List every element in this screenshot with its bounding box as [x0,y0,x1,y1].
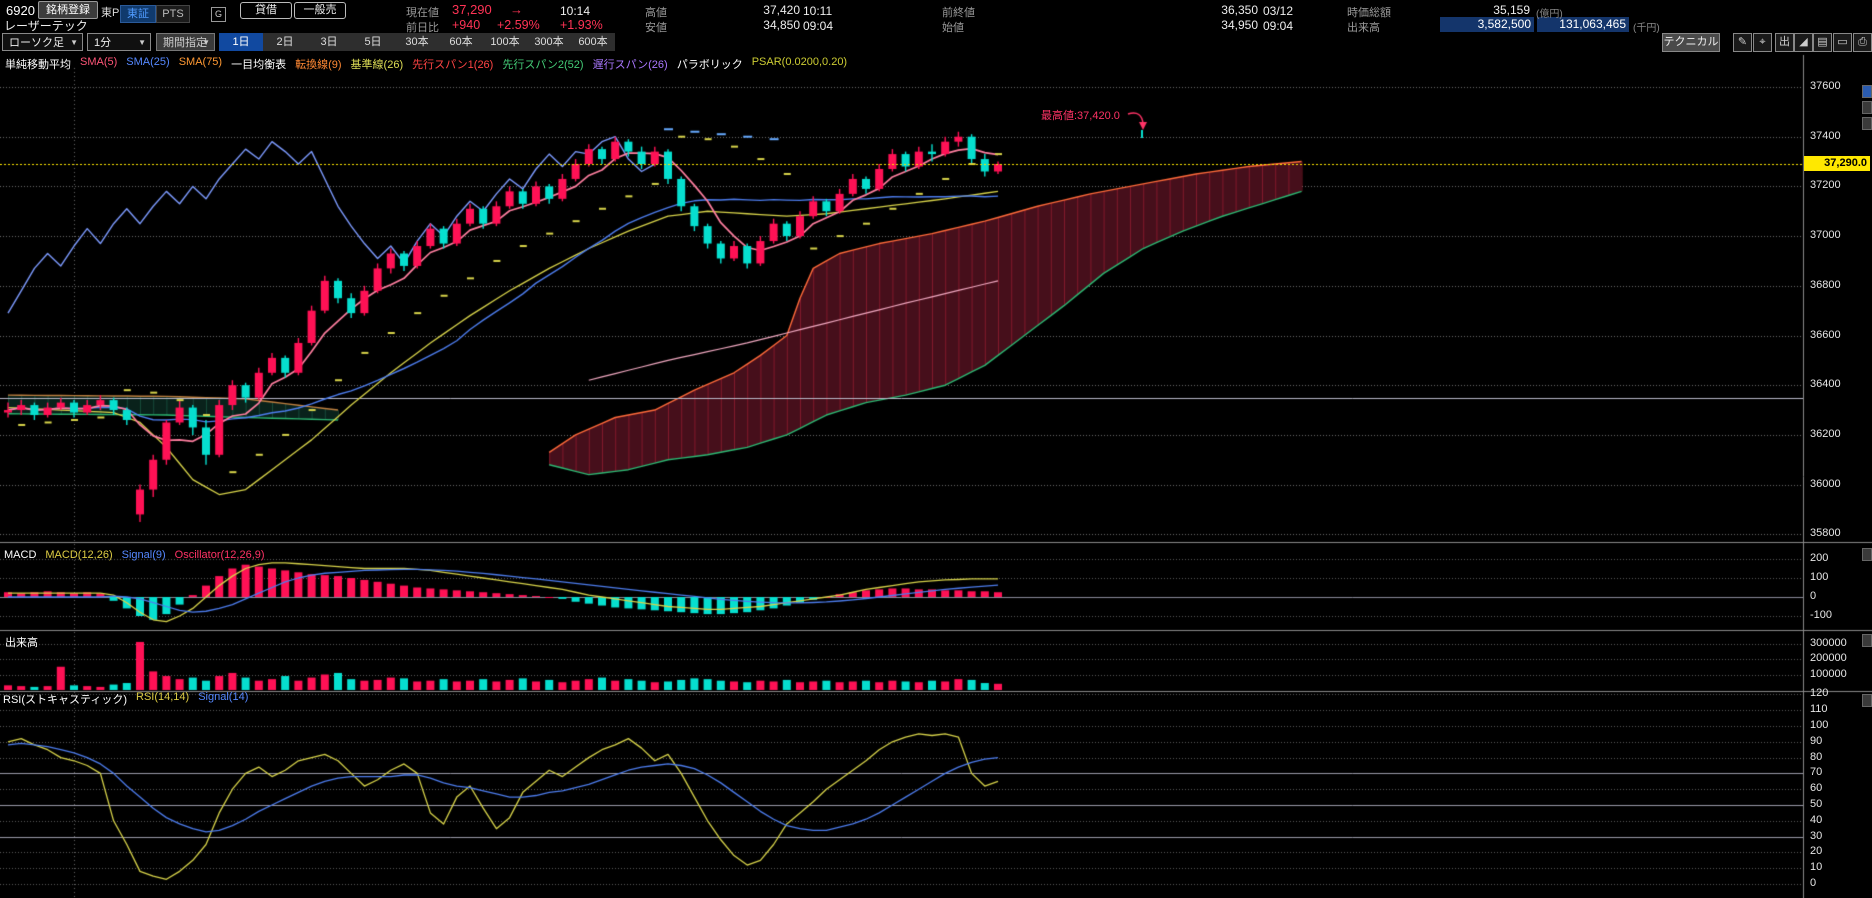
axis-label: 37600 [1810,80,1841,92]
market-cap-value: 35,159 [1493,3,1530,17]
stock-code: 6920 [6,3,35,18]
legend-item: MACD(12,26) [45,549,113,561]
change-percent: +2.59% [497,18,540,32]
volume-panel-label: 出来高 [5,637,38,649]
current-price-value: 37,290 [452,2,492,17]
legend-item: 先行スパン2(52) [502,59,584,71]
axis-label: 36600 [1810,328,1841,341]
legend-item: SMA(25) [126,56,170,68]
legend-item: RSI(ストキャスティック) [3,694,128,706]
indicator-legend: 単純移動平均 SMA(5) SMA(25) SMA(75) 一目均衡表 転換線(9) 基準線… [5,56,847,72]
legend-item: Signal(14) [198,691,249,703]
tab-tse[interactable]: 東証 [120,5,156,23]
current-price-tag: 37,290.0 [1804,156,1870,171]
macd-legend: MACD MACD(12,26) Signal(9) Oscillator(12,26… [4,549,265,561]
legend-item: SMA(75) [178,56,223,68]
price-direction-arrow-icon: → [510,2,523,17]
loan-button[interactable]: 貸借 [240,2,292,19]
axis-label: 36000 [1810,477,1841,490]
axis-label: 10 [1810,861,1823,874]
company-name: レーザーテック [4,19,88,33]
legend-item: 転換線(9) [295,59,342,71]
general-sell-button[interactable]: 一般売 [294,2,346,19]
legend-item: 単純移動平均 [5,59,71,71]
scroll-button[interactable] [1862,101,1872,114]
current-price-label: 現在値 [406,7,439,19]
axis-label: 70 [1810,766,1823,779]
axis-label: 100000 [1810,667,1847,680]
g-badge: G [211,7,226,22]
register-button[interactable]: 銘柄登録 [38,1,98,19]
legend-item: MACD [4,549,37,561]
session-high-annotation: 最高値:37,420.0 [1041,110,1120,122]
market-cap-label: 時価総額 [1347,7,1391,19]
axis-label: 37000 [1810,229,1841,242]
axis-label: 100 [1810,719,1829,731]
legend-item: SMA(5) [80,56,118,68]
current-price-time: 10:14 [560,4,591,18]
legend-item: Signal(9) [121,549,166,561]
axis-label: 20 [1810,845,1823,858]
axis-label: 0 [1810,877,1817,889]
axis-label: 36200 [1810,427,1841,440]
legend-item: PSAR(0.0200,0.20) [751,56,848,68]
prev-close-label: 前終値 [942,7,975,19]
market-cap-unit: (億円) [1536,9,1563,20]
axis-label: 300000 [1810,636,1847,649]
change-label: 前日比 [406,22,439,34]
volume-label: 出来高 [1347,22,1380,34]
axis-label: 60 [1810,782,1823,795]
legend-item: Oscillator(12,26,9) [174,549,265,561]
scroll-button[interactable] [1862,634,1872,647]
legend-item: 先行スパン1(26) [412,59,494,71]
axis-label: 37400 [1810,129,1841,142]
axis-label: 100 [1810,571,1829,583]
legend-item: パラボリック [676,59,743,71]
axis-label: 200 [1810,552,1829,564]
prev-close-date: 03/12 [1263,4,1294,18]
legend-item: 遅行スパン(26) [592,59,668,71]
scroll-button[interactable] [1862,694,1872,707]
legend-item: RSI(14,14) [136,691,190,703]
axis-label: -100 [1810,609,1833,621]
axis-label: 80 [1810,750,1823,763]
axis-label: 200000 [1810,652,1847,664]
technical-button[interactable]: テクニカル [1662,33,1720,52]
axis-label: 90 [1810,734,1823,747]
high-label: 高値 [645,7,667,19]
axis-label: 0 [1810,590,1817,602]
market-badge: 東P [101,7,120,19]
axis-label: 35800 [1810,527,1841,540]
tab-pts[interactable]: PTS [156,5,190,23]
high-time: 10:11 [803,4,833,18]
change-value: +940 [452,18,481,32]
scroll-button[interactable] [1862,85,1872,98]
axis-label: 120 [1810,687,1829,700]
change-percent-vwap: +1.93% [560,18,603,32]
open-time: 09:04 [1263,19,1294,33]
axis-label: 110 [1810,703,1828,716]
axis-label: 40 [1810,813,1823,826]
low-time: 09:04 [803,19,834,33]
axis-label: 50 [1810,798,1823,810]
axis-label: 36800 [1810,278,1841,291]
low-label: 安値 [645,22,667,34]
rsi-legend: RSI(ストキャスティック) RSI(14,14) Signal(14) [3,691,248,707]
open-label: 始値 [942,22,964,34]
scroll-button[interactable] [1862,548,1872,561]
high-value: 37,420 [763,3,800,17]
axis-label: 36400 [1810,378,1841,391]
legend-item: 一目均衡表 [231,59,287,71]
legend-item: 基準線(26) [350,59,404,71]
prev-close-value: 36,350 [1221,3,1258,17]
turnover-unit: (千円) [1633,23,1660,34]
axis-label: 37200 [1810,179,1841,192]
scroll-button[interactable] [1862,117,1872,130]
open-value: 34,950 [1221,18,1258,32]
axis-label: 30 [1810,829,1823,842]
low-value: 34,850 [763,18,800,32]
